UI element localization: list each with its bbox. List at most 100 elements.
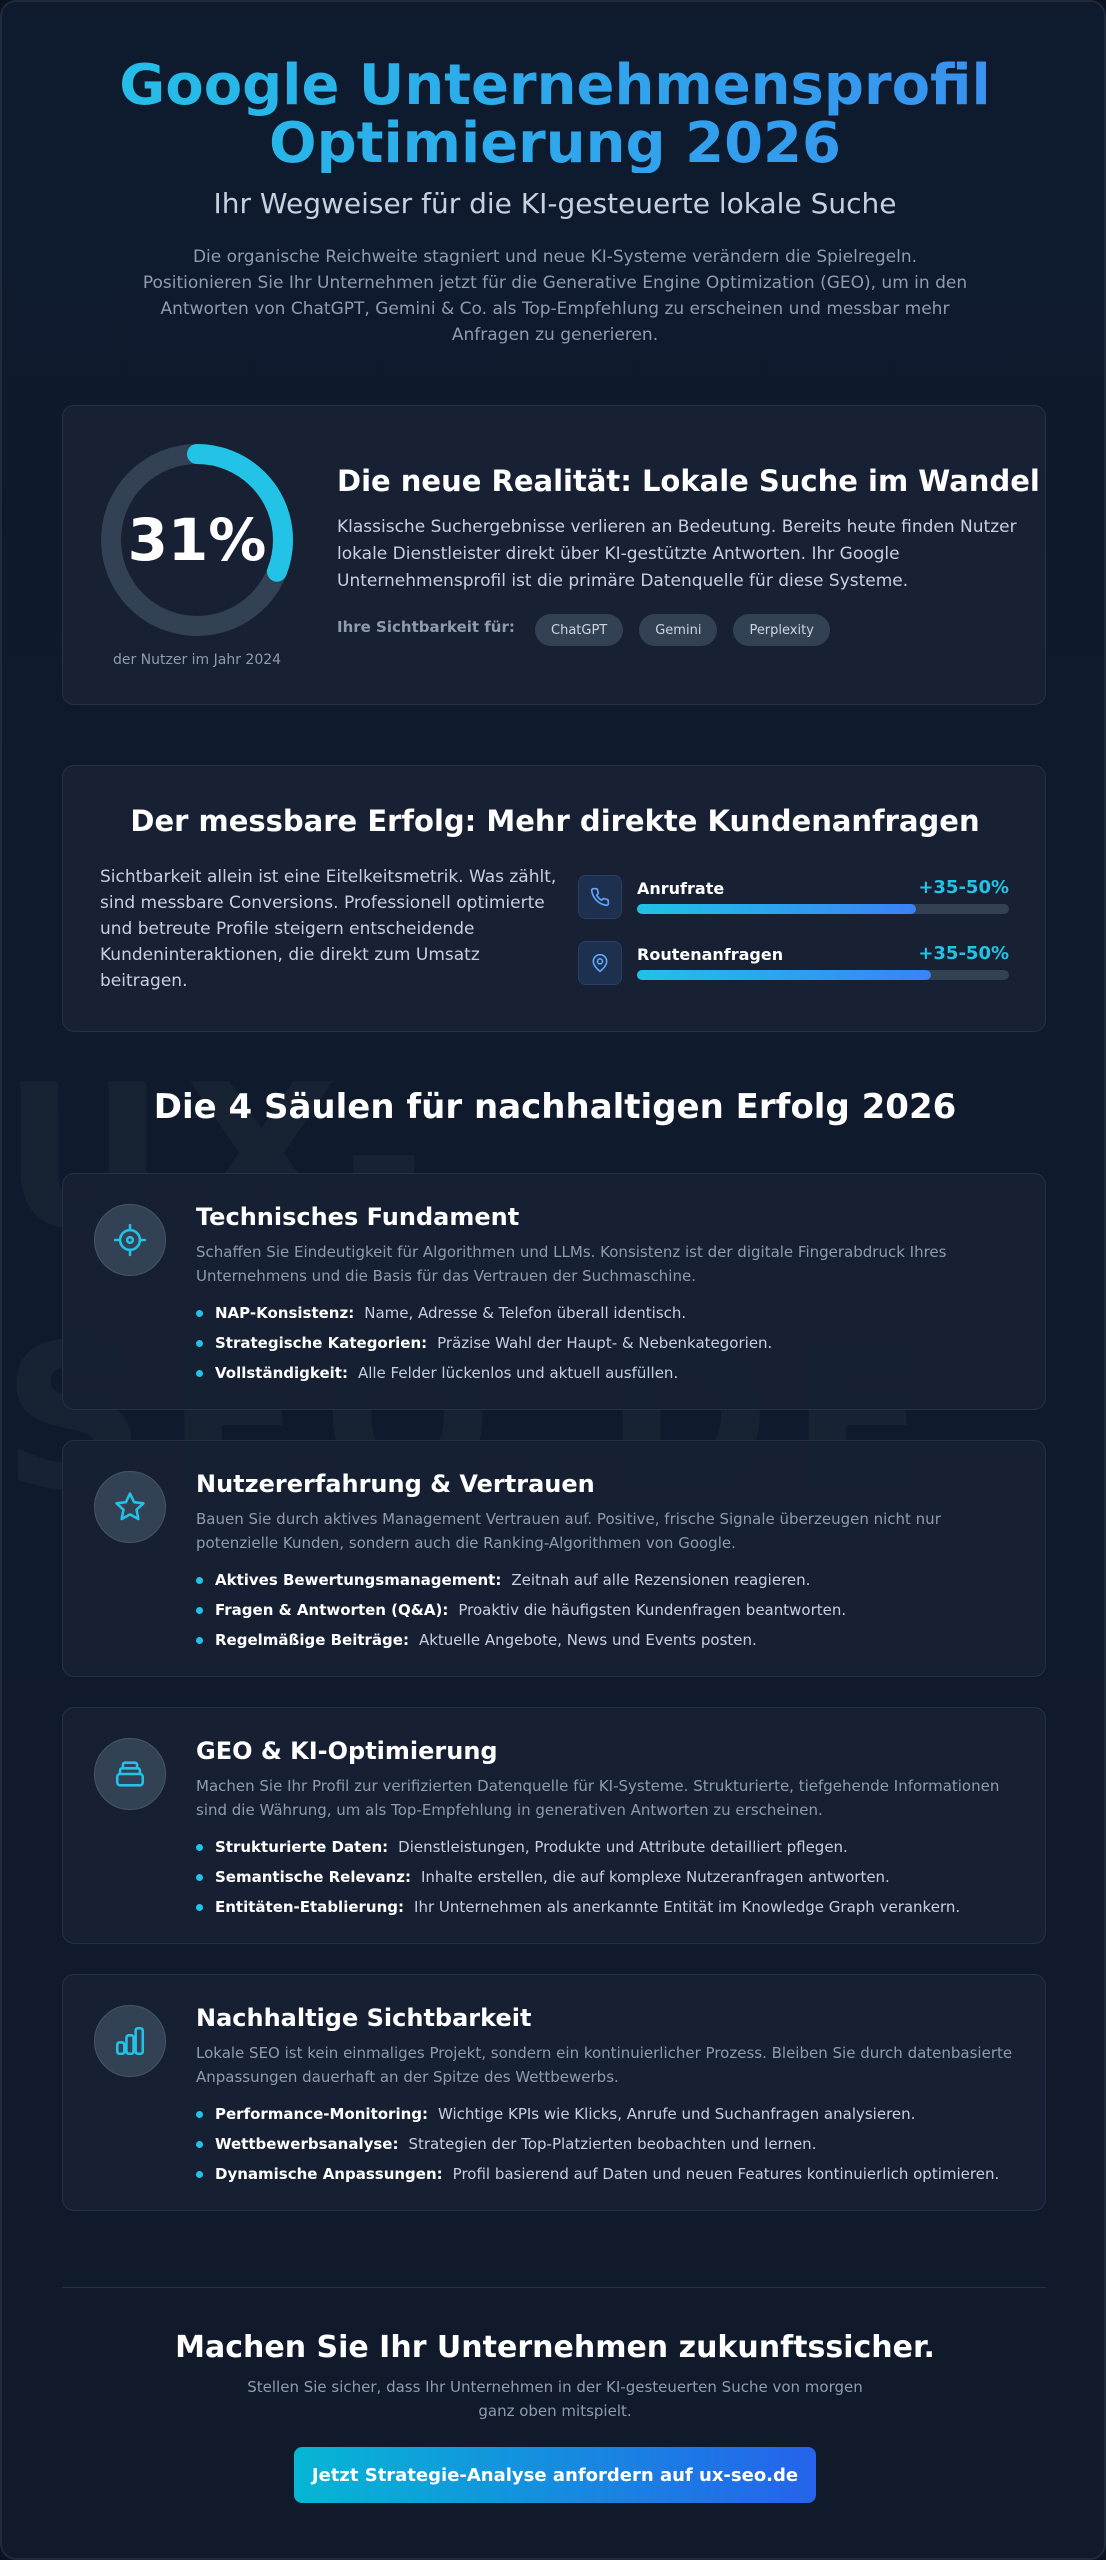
point-text: Name, Adresse & Telefon überall identisc… <box>364 1304 687 1322</box>
point-label: Strategische Kategorien: <box>215 1334 428 1352</box>
point-label: Dynamische Anpassungen: <box>215 2165 443 2183</box>
metric-progress-bar <box>637 970 1009 980</box>
pillar-card-technisches-fundament: Technisches Fundament Schaffen Sie Einde… <box>62 1173 1046 1410</box>
list-item: Performance-Monitoring: Wichtige KPIs wie… <box>196 2099 999 2129</box>
success-text: Sichtbarkeit allein ist eine Eitelkeitsm… <box>100 867 557 991</box>
reality-title: Die neue Realität: Lokale Suche im Wande… <box>337 464 1040 498</box>
pillar-description: Lokale SEO ist kein einmaliges Projekt, … <box>196 2044 1013 2086</box>
point-label: Regelmäßige Beiträge: <box>215 1631 409 1649</box>
metric-progress-fill <box>637 970 931 980</box>
point-text: Dienstleistungen, Produkte und Attribute… <box>398 1838 848 1856</box>
bullet-dot <box>196 1309 203 1317</box>
star-icon <box>94 1471 166 1543</box>
point-text: Präzise Wahl der Haupt- & Nebenkategorie… <box>437 1334 773 1352</box>
bullet-dot <box>196 1339 203 1347</box>
point-label: Entitäten-Etablierung: <box>215 1898 405 1916</box>
point-text: Proaktiv die häufigsten Kundenfragen bea… <box>458 1601 847 1619</box>
point-text: Strategien der Top-Platzierten beobachte… <box>408 2135 817 2153</box>
cta-text: Stellen Sie sicher, dass Ihr Unternehmen… <box>247 2378 863 2420</box>
list-item: Dynamische Anpassungen: Profil basierend … <box>196 2159 999 2189</box>
reality-text: Klassische Suchergebnisse verlieren an B… <box>337 517 1017 591</box>
list-item: Aktives Bewertungsmanagement: Zeitnah auf… <box>196 1565 846 1595</box>
list-item: Wettbewerbsanalyse: Strategien der Top-Pl… <box>196 2129 999 2159</box>
list-item: Strategische Kategorien: Präzise Wahl der… <box>196 1328 772 1358</box>
pillar-description: Machen Sie Ihr Profil zur verifizierten … <box>196 1777 1000 1819</box>
list-item: NAP-Konsistenz: Name, Adresse & Telefon ü… <box>196 1298 772 1328</box>
pillar-points: Performance-Monitoring: Wichtige KPIs wie… <box>196 2099 999 2189</box>
point-label: Strukturierte Daten: <box>215 1838 389 1856</box>
pillar-title: Nachhaltige Sichtbarkeit <box>196 2004 532 2032</box>
metric-anrufrate: Anrufrate +35-50% <box>578 875 1009 919</box>
point-text: Aktuelle Angebote, News und Events poste… <box>418 1631 757 1649</box>
point-text: Zeitnah auf alle Rezensionen reagieren. <box>511 1571 811 1589</box>
metric-progress-fill <box>637 904 916 914</box>
bar-chart-icon <box>94 2005 166 2077</box>
point-text: Wichtige KPIs wie Klicks, Anrufe und Suc… <box>438 2105 916 2123</box>
platform-chip-gemini: Gemini <box>639 614 718 646</box>
stat-value: 31% <box>127 506 267 574</box>
point-label: Semantische Relevanz: <box>215 1868 411 1886</box>
cta-title: Machen Sie Ihr Unternehmen zukunftssiche… <box>175 2330 935 2365</box>
metric-value: +35-50% <box>918 877 1009 898</box>
metric-label: Routenanfragen <box>637 945 784 964</box>
visibility-label: Ihre Sichtbarkeit für: <box>337 618 515 636</box>
bullet-dot <box>196 1606 203 1614</box>
donut-progress-arc <box>101 444 293 636</box>
list-item: Regelmäßige Beiträge: Aktuelle Angebote, … <box>196 1625 846 1655</box>
page-subtitle: Ihr Wegweiser für die KI-gesteuerte loka… <box>213 187 897 220</box>
bullet-dot <box>196 1576 203 1584</box>
bullet-dot <box>196 2140 203 2148</box>
point-text: Ihr Unternehmen als anerkannte Entität i… <box>414 1898 961 1916</box>
cta-button[interactable]: Jetzt Strategie-Analyse anfordern auf ux… <box>294 2447 816 2503</box>
point-text: Profil basierend auf Daten und neuen Fea… <box>452 2165 1000 2183</box>
metric-routenanfragen: Routenanfragen +35-50% <box>578 941 1009 985</box>
list-item: Semantische Relevanz: Inhalte erstellen, … <box>196 1862 960 1892</box>
platform-chips: ChatGPT Gemini Perplexity <box>535 614 830 646</box>
pillar-points: NAP-Konsistenz: Name, Adresse & Telefon ü… <box>196 1298 772 1388</box>
list-item: Vollständigkeit: Alle Felder lückenlos un… <box>196 1358 772 1388</box>
phone-icon <box>578 875 622 919</box>
pillar-points: Strukturierte Daten: Dienstleistungen, Pr… <box>196 1832 960 1922</box>
list-item: Entitäten-Etablierung: Ihr Unternehmen al… <box>196 1892 960 1922</box>
pillar-title: Technisches Fundament <box>196 1203 520 1231</box>
pillar-description: Bauen Sie durch aktives Management Vertr… <box>196 1510 941 1552</box>
platform-chip-chatgpt: ChatGPT <box>535 614 624 646</box>
success-title: Der messbare Erfolg: Mehr direkte Kunden… <box>130 804 980 838</box>
bullet-dot <box>196 1843 203 1851</box>
platform-chip-perplexity: Perplexity <box>733 614 830 646</box>
map-pin-icon <box>578 941 622 985</box>
point-label: Wettbewerbsanalyse: <box>215 2135 399 2153</box>
point-label: Aktives Bewertungsmanagement: <box>215 1571 502 1589</box>
layers-icon <box>94 1738 166 1810</box>
bullet-dot <box>196 1636 203 1644</box>
intro-text: Die organische Reichweite stagniert und … <box>142 247 968 345</box>
list-item: Strukturierte Daten: Dienstleistungen, Pr… <box>196 1832 960 1862</box>
pillar-title: Nutzererfahrung & Vertrauen <box>196 1470 595 1498</box>
bullet-dot <box>196 2110 203 2118</box>
stat-donut-chart <box>101 444 293 636</box>
reality-card: 31% der Nutzer im Jahr 2024 Die neue Rea… <box>62 405 1046 705</box>
point-label: Performance-Monitoring: <box>215 2105 428 2123</box>
pillar-card-nachhaltige-sichtbarkeit: Nachhaltige Sichtbarkeit Lokale SEO ist … <box>62 1974 1046 2211</box>
pillar-title: GEO & KI-Optimierung <box>196 1737 498 1765</box>
point-label: Vollständigkeit: <box>215 1364 348 1382</box>
metric-progress-bar <box>637 904 1009 914</box>
point-text: Inhalte erstellen, die auf komplexe Nutz… <box>420 1868 890 1886</box>
bullet-dot <box>196 1873 203 1881</box>
bullet-dot <box>196 1903 203 1911</box>
pillar-points: Aktives Bewertungsmanagement: Zeitnah auf… <box>196 1565 846 1655</box>
stat-caption: der Nutzer im Jahr 2024 <box>112 652 282 668</box>
bullet-dot <box>196 1369 203 1377</box>
pillar-card-geo-ki: GEO & KI-Optimierung Machen Sie Ihr Prof… <box>62 1707 1046 1944</box>
point-label: NAP-Konsistenz: <box>215 1304 355 1322</box>
page-title-line-2: Optimierung 2026 <box>269 111 841 176</box>
list-item: Fragen & Antworten (Q&A): Proaktiv die hä… <box>196 1595 846 1625</box>
section-divider <box>62 2287 1046 2288</box>
metric-label: Anrufrate <box>637 879 725 898</box>
point-text: Alle Felder lückenlos und aktuell ausfül… <box>357 1364 679 1382</box>
crosshair-icon <box>94 1204 166 1276</box>
success-card: Der messbare Erfolg: Mehr direkte Kunden… <box>62 765 1046 1032</box>
page-title: Google Unternehmensprofil Optimierung 20… <box>2 57 1104 176</box>
point-label: Fragen & Antworten (Q&A): <box>215 1601 449 1619</box>
